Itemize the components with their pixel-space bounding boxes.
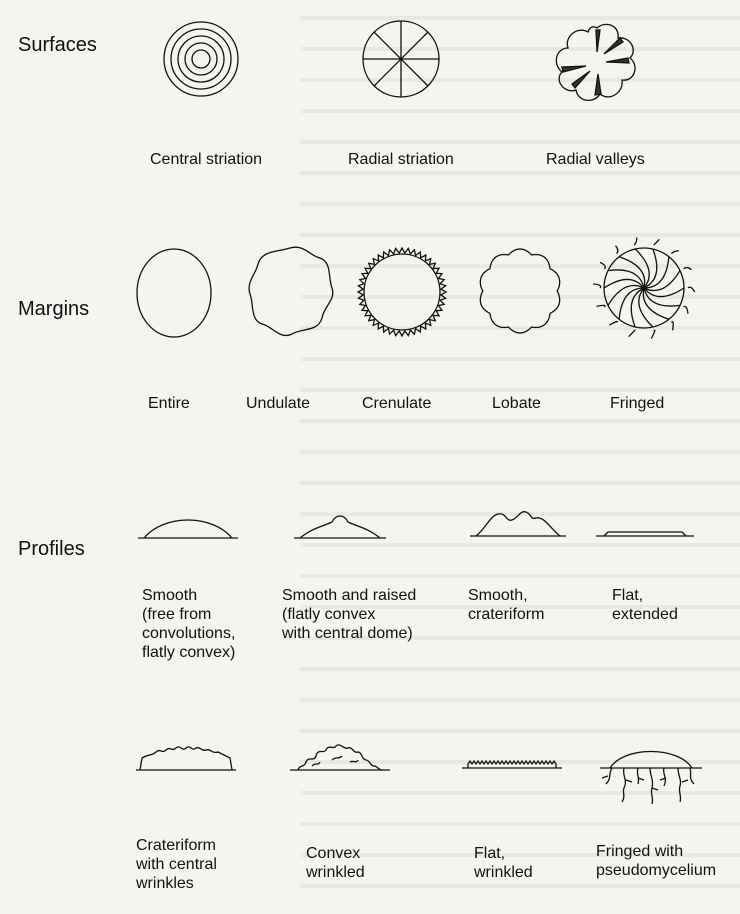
profile-smooth-raised-figure <box>294 515 386 539</box>
flat-wrinkled-surface <box>467 759 557 768</box>
fringed-hair <box>628 329 636 338</box>
fringed-spiral-line <box>603 278 645 289</box>
label-smooth-and-raised: Smooth and raised (flatly convex with ce… <box>282 587 417 642</box>
fringed-margin-figure <box>593 237 696 339</box>
fringed-spiral-line <box>618 287 645 320</box>
surfaces-title: Surfaces <box>18 34 97 56</box>
label-smooth: Smooth (free from convolutions, flatly c… <box>142 587 236 661</box>
fringed-spiral-line <box>643 248 658 289</box>
crenulate-edge <box>356 246 448 338</box>
fringed-hair <box>650 329 656 339</box>
label-crenulate: Crenulate <box>362 395 432 412</box>
fringed-hair <box>633 237 638 246</box>
fringed-hair <box>599 261 606 270</box>
central-striation-figure <box>163 21 239 97</box>
fringed-spiral-line <box>607 284 645 306</box>
fringed-hair <box>683 305 689 314</box>
label-flat-extended: Flat, extended <box>612 587 678 623</box>
fringed-spiral-line <box>643 287 681 307</box>
fringed-spiral-line <box>638 287 654 328</box>
entire-margin-figure <box>136 248 212 338</box>
label-fringed: Fringed <box>610 395 665 412</box>
fringed-spiral-line <box>643 287 685 298</box>
lobate-edge <box>479 248 561 334</box>
fringed-hair <box>670 250 679 255</box>
undulate-margin-figure <box>248 246 334 337</box>
label-flat-wrinkled: Flat, wrinkled <box>474 845 533 881</box>
fringed-spiral-line <box>642 287 670 320</box>
crenulate-margin-figure <box>356 246 448 338</box>
lobate-margin-figure <box>479 248 561 334</box>
fringed-spiral-line <box>618 256 646 289</box>
radial-valleys-figure <box>555 23 636 101</box>
fringed-hair <box>670 321 674 331</box>
label-radial-striation: Radial striation <box>348 151 454 168</box>
profile-smooth-figure <box>138 519 238 539</box>
profile-flat-extended-figure <box>596 531 694 537</box>
fringed-spiral-line <box>607 269 645 289</box>
profile-flat-wrinkled-figure <box>462 759 562 769</box>
profile-convex-wrinkled-figure <box>290 744 390 771</box>
profile-crateriform-figure <box>470 511 566 537</box>
margins-title: Margins <box>18 298 90 320</box>
label-radial-valleys: Radial valleys <box>546 151 645 168</box>
fringed-hair <box>687 286 696 293</box>
profiles-title: Profiles <box>18 538 85 560</box>
fringed-hair <box>596 304 606 308</box>
fringed-hair <box>608 320 618 326</box>
label-convex-wrinkled: Convex wrinkled <box>306 845 365 881</box>
label-undulate: Undulate <box>246 395 311 412</box>
fringed-hair <box>683 266 692 271</box>
fringed-spiral-line <box>634 248 650 289</box>
label-lobate: Lobate <box>492 395 541 412</box>
profile-crateriform-wrinkles-figure <box>136 746 236 771</box>
label-entire: Entire <box>148 395 190 412</box>
label-crateriform-with-central-wrinkles: Crateriform with central wrinkles <box>136 837 217 892</box>
fringed-spiral-line <box>643 270 681 292</box>
label-central-striation: Central striation <box>150 151 263 168</box>
label-smooth-crateriform: Smooth, crateriform <box>468 587 545 623</box>
fringed-hair <box>653 238 660 246</box>
fringed-hair <box>593 283 602 289</box>
radial-striation-figure <box>362 20 440 98</box>
profile-fringed-pseudomycelium-figure <box>600 750 702 805</box>
fringed-hair <box>614 245 619 255</box>
fringed-spiral-line <box>630 287 645 328</box>
label-fringed-with-pseudomycelium: Fringed with pseudomycelium <box>596 843 717 879</box>
fringed-spiral-line <box>643 256 670 289</box>
